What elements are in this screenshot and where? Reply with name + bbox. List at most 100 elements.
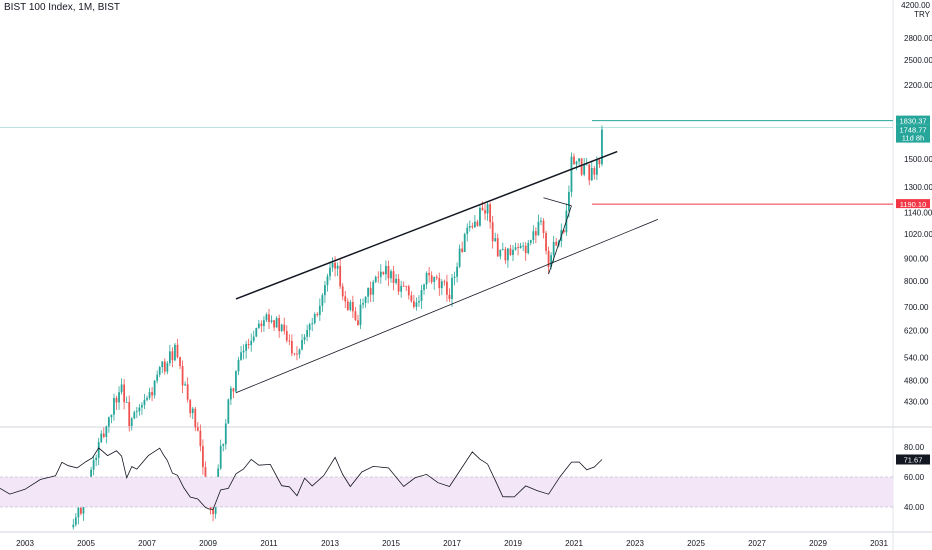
trendline (548, 205, 572, 275)
rsi-value-text: 71.67 (904, 455, 923, 464)
candle-body (341, 286, 344, 297)
candle-body (412, 301, 415, 307)
candle-body (212, 509, 214, 515)
candle-body (240, 352, 242, 360)
candle-body (377, 276, 380, 278)
candle-body (202, 446, 204, 468)
candle-body (141, 405, 143, 408)
candle-body (570, 156, 573, 192)
time-tick-label: 2029 (809, 539, 827, 548)
candle-body (77, 507, 80, 518)
price-tick-label: 1300.00 (904, 183, 932, 192)
candle-body (461, 248, 464, 252)
candle-body (235, 371, 237, 392)
rsi-tick-label: 40.00 (904, 503, 925, 512)
rsi-band (0, 477, 893, 507)
price-tick-label: 480.00 (904, 376, 929, 385)
candle-body (346, 301, 349, 310)
time-tick-label: 2019 (504, 539, 522, 548)
candle-body (224, 423, 227, 445)
scale-header: 4200.00 TRY (901, 1, 930, 19)
candle-body (161, 361, 164, 368)
candle-body (369, 287, 372, 295)
price-tick-label: 1020.00 (904, 230, 932, 239)
trendline (543, 197, 572, 207)
candle-body (257, 323, 260, 329)
candle-body (168, 351, 171, 364)
candle-body (318, 305, 321, 316)
price-tick-label: 540.00 (904, 353, 929, 362)
price-tick-label: 2500.00 (904, 56, 932, 65)
chart-title: BIST 100 Index, 1M, BIST (4, 2, 120, 13)
candle-body (179, 357, 181, 367)
time-tick-label: 2007 (138, 539, 156, 548)
candle-body (242, 350, 245, 353)
price-tick-label: 430.00 (904, 398, 929, 407)
candle-body (166, 363, 169, 372)
candle-body (423, 284, 425, 290)
candle-body (80, 507, 82, 514)
price-tick-label: 700.00 (904, 303, 929, 312)
high-price-badge-text: 1830.37 (899, 117, 926, 126)
candle-body (446, 281, 448, 295)
candle-body (268, 314, 270, 322)
candle-body (402, 285, 405, 287)
candle-body (590, 168, 593, 181)
candle-body (118, 392, 120, 403)
candle-body (407, 286, 410, 296)
candle-body (484, 210, 486, 214)
last-price-badge (896, 124, 930, 143)
time-tick-label: 2031 (870, 539, 888, 548)
candle-body (135, 411, 138, 413)
candle-body (527, 242, 530, 254)
candle-body (529, 240, 532, 243)
candle-body (435, 276, 438, 278)
candle-body (583, 164, 586, 175)
candle-body (324, 285, 326, 296)
candle-body (534, 231, 537, 236)
candle-body (568, 191, 570, 211)
price-tick-label: 900.00 (904, 254, 929, 263)
candle-body (222, 444, 225, 446)
candle-body (486, 204, 489, 214)
candle-body (395, 278, 397, 283)
time-tick-label: 2027 (748, 539, 766, 548)
trendline (235, 150, 618, 300)
candle-body (585, 164, 588, 166)
time-tick-label: 2011 (260, 539, 278, 548)
candle-body (102, 433, 105, 437)
candle-body (473, 221, 476, 228)
candle-body (385, 265, 387, 275)
price-tick-label: 2200.00 (904, 81, 932, 90)
candle-body (580, 158, 583, 175)
candle-body (476, 221, 479, 226)
candle-body (174, 344, 176, 361)
candle-body (400, 285, 403, 292)
candle-body (573, 156, 575, 165)
candle-body (374, 276, 377, 282)
candle-body (344, 296, 347, 302)
candle-body (540, 220, 542, 222)
candle-body (499, 249, 502, 257)
candle-body (334, 262, 336, 269)
candle-body (504, 249, 507, 261)
candle-body (156, 374, 159, 381)
candle-body (382, 271, 385, 275)
candle-body (354, 311, 357, 321)
candle-body (189, 399, 192, 414)
candle-body (92, 460, 95, 470)
candle-body (316, 314, 319, 316)
candle-body (148, 392, 151, 398)
candle-body (250, 340, 253, 346)
candle-body (336, 265, 339, 269)
candle-body (123, 384, 126, 403)
candle-body (229, 388, 232, 400)
candle-body (593, 168, 596, 175)
candle-body (260, 323, 263, 327)
candle-body (199, 430, 202, 447)
candle-body (181, 366, 184, 386)
candle-body (415, 302, 418, 307)
candle-body (143, 399, 146, 406)
candle-body (308, 324, 311, 331)
